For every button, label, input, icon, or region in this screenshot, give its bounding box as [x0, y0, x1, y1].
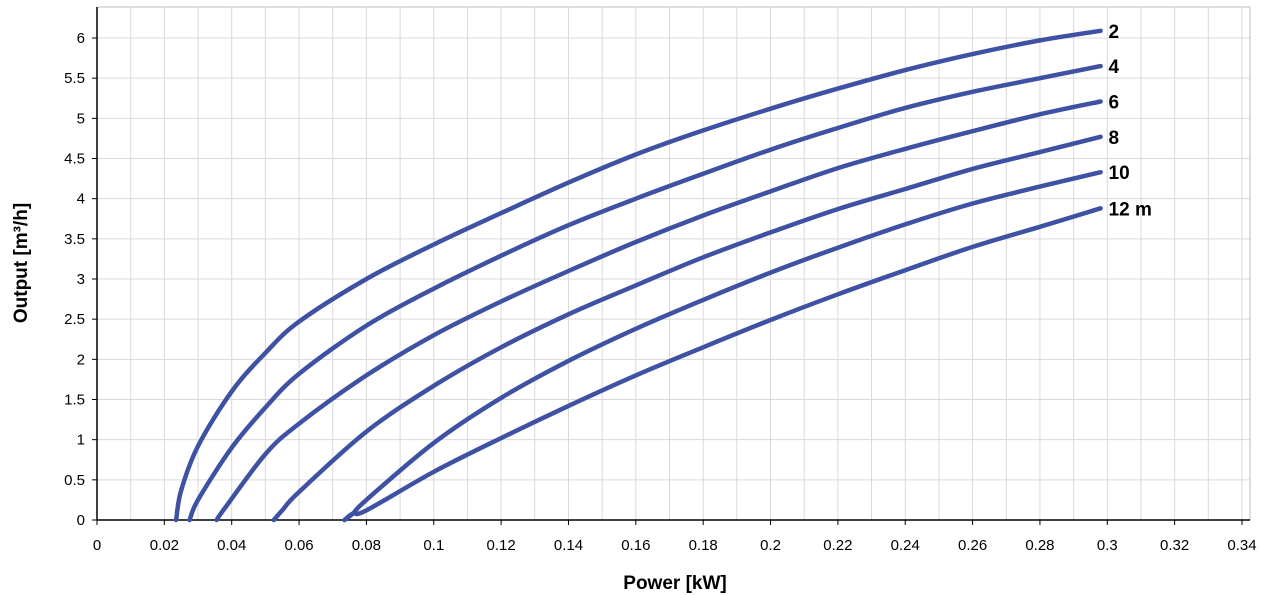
series-label-5: 10 — [1109, 163, 1130, 184]
y-tick-label: 5.5 — [64, 70, 85, 87]
y-tick-label: 0 — [77, 512, 85, 529]
x-tick-label: 0.12 — [487, 537, 516, 554]
x-tick-label: 0.08 — [352, 537, 381, 554]
series-lines — [173, 28, 1103, 523]
axes — [92, 6, 1251, 525]
grid — [96, 7, 1250, 521]
x-tick-label: 0.02 — [150, 537, 179, 554]
series-label-6: 12 m — [1109, 199, 1152, 220]
series-line-2 — [187, 63, 1103, 523]
y-tick-label: 4.5 — [64, 151, 85, 168]
series-line-1 — [173, 28, 1103, 523]
series-label-4: 8 — [1109, 128, 1120, 149]
x-tick-label: 0.14 — [554, 537, 583, 554]
plot-area — [97, 7, 1250, 520]
x-tick-label: 0.06 — [284, 537, 313, 554]
x-tick-label: 0.22 — [823, 537, 852, 554]
x-tick-label: 0.28 — [1025, 537, 1054, 554]
y-tick-label: 2 — [77, 351, 85, 368]
series-label-2: 4 — [1109, 57, 1120, 78]
x-axis-title: Power [kW] — [623, 573, 726, 594]
x-tick-label: 0.18 — [689, 537, 718, 554]
series-label-1: 2 — [1109, 22, 1120, 43]
y-tick-label: 1 — [77, 432, 85, 449]
y-tick-label: 0.5 — [64, 472, 85, 489]
y-tick-label: 3.5 — [64, 231, 85, 248]
x-tick-label: 0 — [93, 537, 101, 554]
series-labels: 2 4 6 8 10 12 m — [1109, 22, 1152, 221]
x-tick-label: 0.24 — [891, 537, 920, 554]
x-tick-label: 0.32 — [1160, 537, 1189, 554]
series-line-5 — [342, 169, 1103, 523]
series-line-6 — [342, 206, 1103, 523]
x-tick-label: 0.16 — [621, 537, 650, 554]
series-line-4 — [271, 134, 1103, 523]
x-tick-label: 0.3 — [1097, 537, 1118, 554]
y-tick-label: 2.5 — [64, 311, 85, 328]
x-tick-label: 0.2 — [760, 537, 781, 554]
x-tick-label: 0.34 — [1227, 537, 1256, 554]
y-tick-label: 3 — [77, 271, 85, 288]
x-tick-label: 0.26 — [958, 537, 987, 554]
x-tick-label: 0.04 — [217, 537, 246, 554]
x-tick-labels: 0 0.02 0.04 0.06 0.08 0.1 0.12 0.14 0.16 0.18 0.2 0… — [93, 537, 1257, 554]
y-axis-title: Output [m³/h] — [11, 203, 32, 323]
x-tick-label: 0.1 — [423, 537, 444, 554]
series-label-3: 6 — [1109, 92, 1120, 113]
y-tick-label: 6 — [77, 30, 85, 47]
y-tick-label: 1.5 — [64, 392, 85, 409]
y-tick-labels: 0 0.5 1 1.5 2 2.5 3 3.5 4 4.5 5 5.5 6 — [64, 30, 85, 529]
y-tick-label: 5 — [77, 110, 85, 127]
series-line-3 — [214, 99, 1103, 523]
y-tick-label: 4 — [77, 191, 85, 208]
